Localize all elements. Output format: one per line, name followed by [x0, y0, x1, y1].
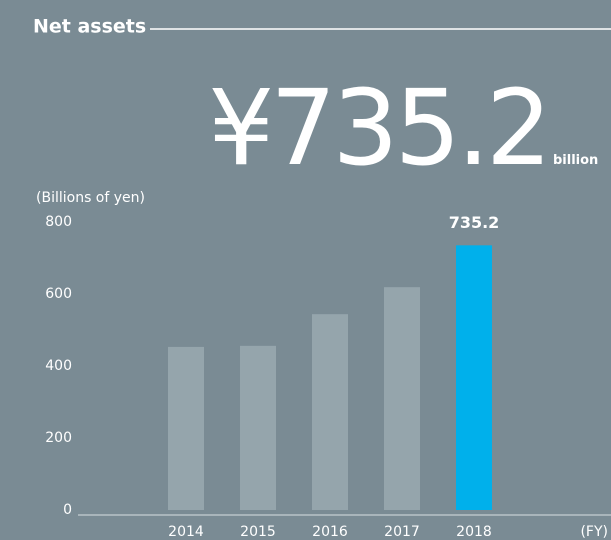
bar [312, 314, 348, 510]
headline: ¥735.2 [208, 67, 548, 189]
bar [240, 345, 276, 510]
headline-unit: billion [553, 153, 598, 168]
x-tick-label: 2016 [312, 524, 348, 540]
x-tick-label: 2015 [240, 524, 276, 540]
y-axis-label: (Billions of yen) [36, 190, 145, 206]
y-tick-label: 200 [45, 430, 72, 446]
bar [168, 346, 204, 510]
x-tick-label: 2014 [168, 524, 204, 540]
data-label: 735.2 [449, 213, 500, 232]
x-tick-label: 2018 [456, 524, 492, 540]
x-axis-label: (FY) [580, 524, 608, 540]
chart-title: Net assets [33, 16, 146, 38]
y-tick-label: 800 [45, 214, 72, 230]
x-tick-label: 2017 [384, 524, 420, 540]
bar [456, 245, 492, 510]
y-tick-label: 400 [45, 358, 72, 374]
y-tick-label: 600 [45, 286, 72, 302]
y-tick-label: 0 [63, 502, 72, 518]
bar [384, 287, 420, 510]
